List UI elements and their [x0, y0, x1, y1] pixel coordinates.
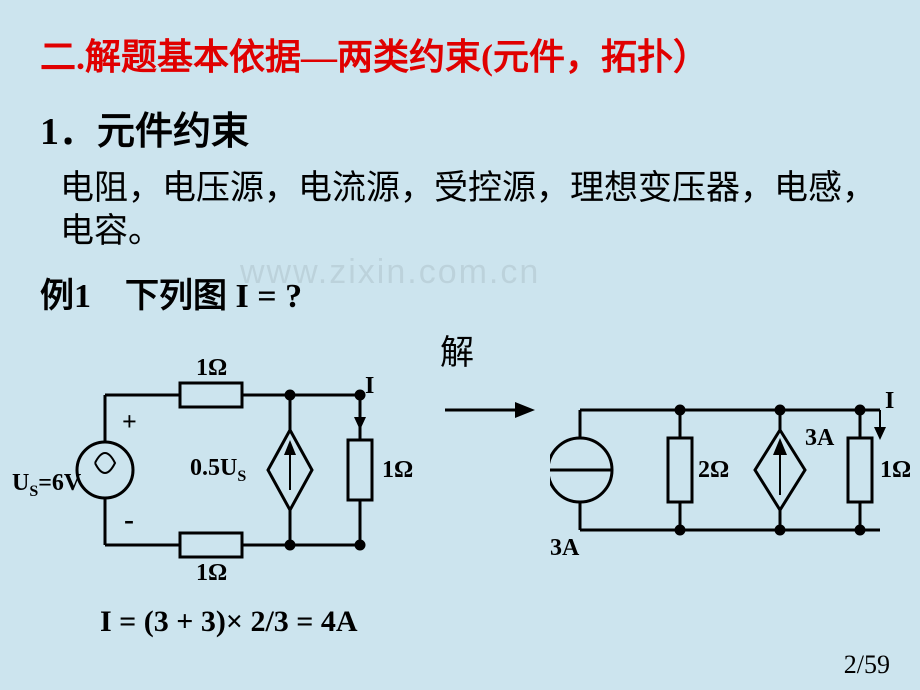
c2-ccs: 3A — [805, 425, 835, 451]
transform-arrow-icon — [440, 395, 540, 425]
c1-top-res: 1Ω — [196, 355, 227, 381]
c1-right-res: 1Ω — [382, 457, 413, 483]
section-heading: 1．元件约束 — [40, 100, 249, 155]
slide: www.zixin.com.cn 二.解题基本依据—两类约束(元件，拓扑） 1．… — [0, 0, 920, 690]
c1-I: I — [365, 373, 374, 399]
c1-vs: US=6V — [12, 470, 82, 500]
c2-res1: 2Ω — [698, 457, 729, 483]
c1-ccvs: 0.5US — [190, 455, 246, 485]
c1-minus: - — [124, 503, 134, 536]
page-number: 2/59 — [844, 650, 890, 680]
solve-label: 解 — [440, 325, 474, 374]
final-equation: I = (3 + 3)× 2/3 = 4A — [100, 605, 358, 639]
circuit-left: 1Ω 1Ω 1Ω I 0.5US + - US=6V — [10, 325, 440, 585]
c2-I: I — [885, 388, 894, 414]
example-label: 例1 下列图 I = ? — [40, 268, 302, 317]
c1-bot-res: 1Ω — [196, 560, 227, 585]
c2-res2: 1Ω — [880, 457, 910, 483]
section-body: 电阻，电压源，电流源，受控源，理想变压器，电感，电容。 — [60, 168, 880, 253]
circuit-right: 3A 2Ω 3A 1Ω I — [550, 380, 910, 560]
c1-plus: + — [122, 407, 137, 436]
slide-title: 二.解题基本依据—两类约束(元件，拓扑） — [40, 28, 709, 80]
c2-src1: 3A — [550, 535, 580, 560]
